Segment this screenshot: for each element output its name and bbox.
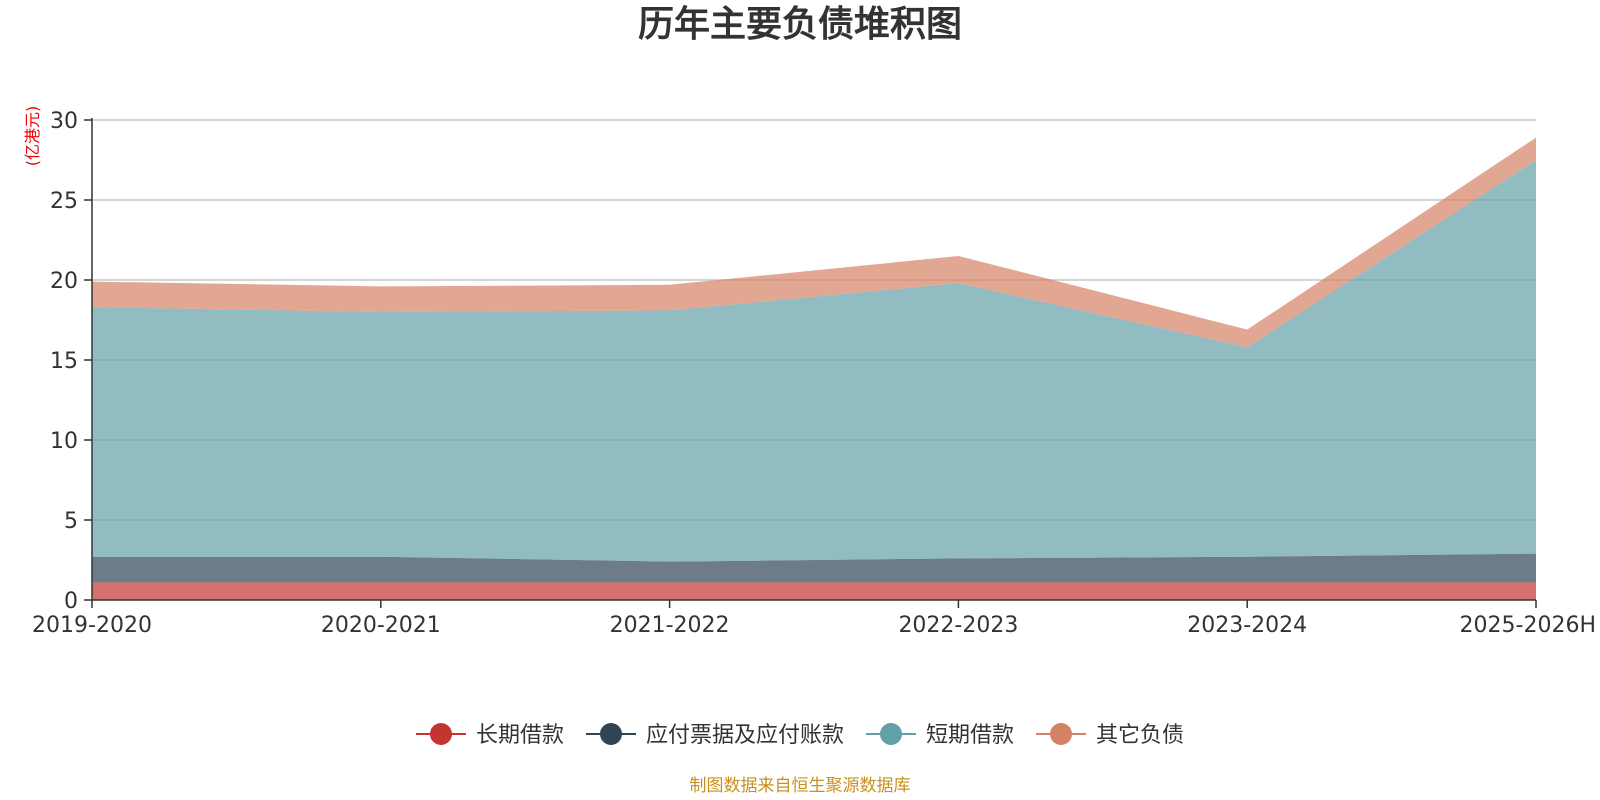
legend-circle-icon <box>599 723 622 745</box>
legend-item-3[interactable]: 短期借款 <box>866 723 1014 748</box>
axes: 0 5 10 15 20 25 30 2019-2020 2020-2021 2021-2022 2… <box>32 109 1596 638</box>
x-tick-label: 2025-2026H <box>1460 613 1596 638</box>
legend-circle-icon <box>880 723 902 745</box>
x-tick-label: 2022-2023 <box>898 613 1018 638</box>
y-tick-label: 15 <box>50 349 78 374</box>
legend-circle-icon <box>429 723 452 745</box>
y-tick-label: 0 <box>64 589 78 614</box>
y-axis-unit: (亿港元) <box>23 106 42 167</box>
area-series-3[interactable] <box>92 160 1536 562</box>
y-tick-label: 30 <box>50 109 78 134</box>
area-series-2[interactable] <box>92 553 1536 583</box>
legend-label: 长期借款 <box>476 723 564 748</box>
legend-circle-icon <box>1050 723 1073 745</box>
legend-label: 其它负债 <box>1096 723 1184 748</box>
stacked-areas <box>92 137 1536 600</box>
chart-title: 历年主要负债堆积图 <box>638 4 962 45</box>
x-tick-label: 2020-2021 <box>321 613 441 638</box>
y-tick-label: 20 <box>50 269 78 294</box>
x-tick-label: 2021-2022 <box>610 613 730 638</box>
legend-item-1[interactable]: 长期借款 <box>415 723 564 748</box>
legend[interactable]: 长期借款 应付票据及应付账款 短期借款 其它负债 <box>415 723 1184 748</box>
legend-label: 应付票据及应付账款 <box>646 723 844 748</box>
legend-label: 短期借款 <box>926 723 1014 748</box>
x-tick-label: 2023-2024 <box>1187 613 1307 638</box>
legend-item-4[interactable]: 其它负债 <box>1036 723 1184 748</box>
area-series-4[interactable] <box>92 137 1536 348</box>
legend-item-2[interactable]: 应付票据及应付账款 <box>585 723 844 748</box>
y-tick-label: 10 <box>50 429 78 454</box>
area-series-1[interactable] <box>92 582 1536 600</box>
y-tick-label: 25 <box>50 189 78 214</box>
x-tick-label: 2019-2020 <box>32 613 152 638</box>
data-source: 制图数据来自恒生聚源数据库 <box>690 776 911 796</box>
y-tick-label: 5 <box>64 509 78 534</box>
